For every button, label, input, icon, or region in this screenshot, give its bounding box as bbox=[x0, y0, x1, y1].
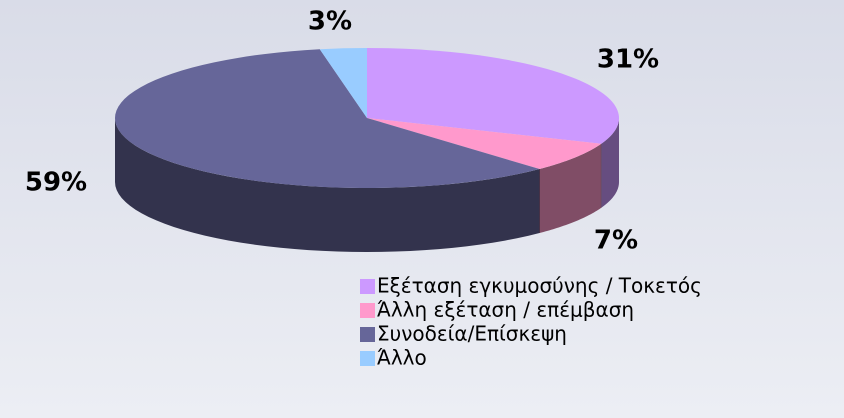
slice bbox=[114, 49, 540, 188]
slice bbox=[367, 118, 602, 170]
slice-side bbox=[115, 118, 540, 252]
legend-swatch bbox=[360, 303, 375, 318]
legend-swatch bbox=[360, 327, 375, 342]
legend-label: Άλλο bbox=[377, 346, 427, 370]
value-label: 59% bbox=[25, 168, 87, 198]
legend-label: Συνοδεία/Επίσκεψη bbox=[377, 322, 567, 346]
legend-label: Άλλη εξέταση / επέμβαση bbox=[377, 298, 634, 322]
slice-side bbox=[601, 118, 619, 208]
slice bbox=[319, 48, 367, 118]
legend-swatch bbox=[360, 351, 375, 366]
slice-side bbox=[539, 143, 602, 234]
legend-swatch bbox=[360, 279, 375, 294]
legend-label: Εξέταση εγκυμοσύνης / Τοκετός bbox=[377, 274, 702, 298]
value-label: 3% bbox=[308, 7, 352, 37]
value-label: 31% bbox=[597, 45, 659, 75]
slice bbox=[367, 48, 620, 144]
value-label: 7% bbox=[594, 226, 638, 256]
